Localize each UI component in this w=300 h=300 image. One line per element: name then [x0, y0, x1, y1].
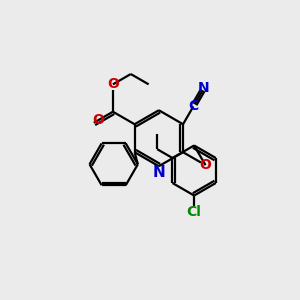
Text: Cl: Cl — [187, 205, 202, 219]
Text: O: O — [200, 158, 211, 172]
Text: N: N — [198, 81, 210, 95]
Text: O: O — [92, 113, 104, 127]
Text: C: C — [188, 99, 199, 113]
Text: O: O — [107, 77, 119, 91]
Text: N: N — [152, 165, 165, 180]
